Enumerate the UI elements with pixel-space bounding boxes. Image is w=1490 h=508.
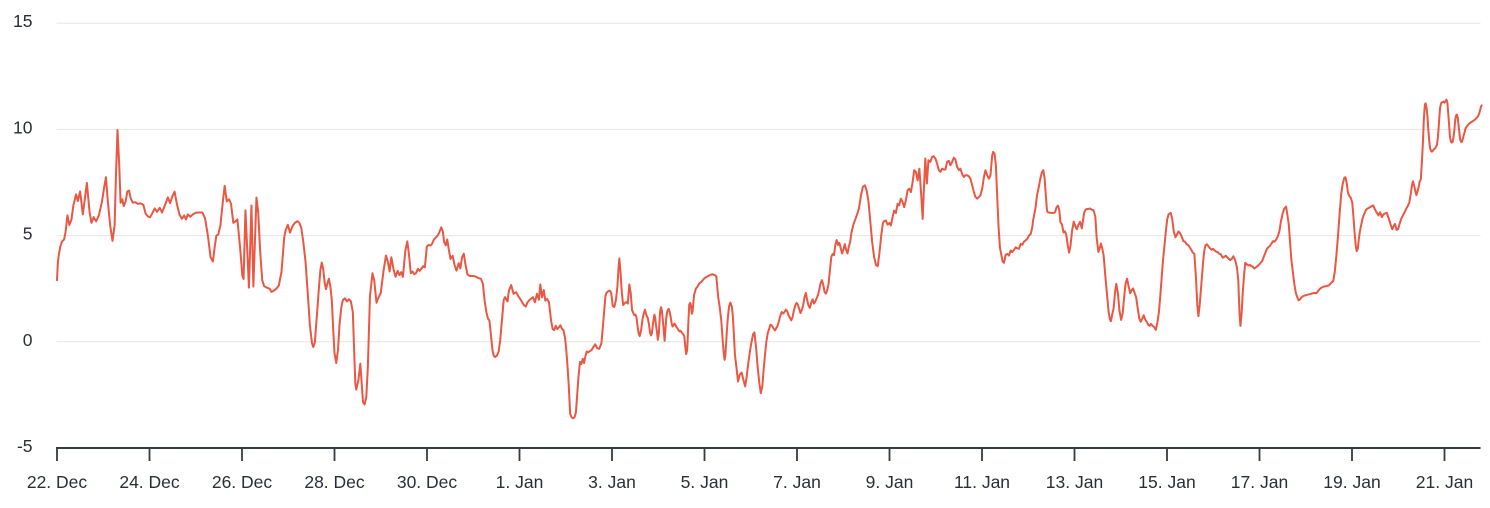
y-axis-labels: -5 0 5 10 15: [13, 11, 33, 456]
x-axis-label-9-Jan: 9. Jan: [866, 472, 914, 492]
x-axis-label-30-Dec: 30. Dec: [397, 472, 458, 492]
y-axis-label-0: 0: [23, 330, 33, 350]
temperature-line-series[interactable]: [56, 98, 1483, 420]
x-axis-ticks: [56, 448, 1446, 461]
x-axis-label-28-Dec: 28. Dec: [304, 472, 365, 492]
x-axis-label-11-Jan: 11. Jan: [954, 472, 1010, 492]
x-axis-labels: 22. Dec 24. Dec 26. Dec 28. Dec 30. Dec 1. Ja…: [27, 472, 1473, 492]
y-axis-label-15: 15: [13, 11, 32, 31]
x-axis-label-22-Dec: 22. Dec: [27, 472, 88, 492]
x-axis-label-1-Jan: 1. Jan: [496, 472, 544, 492]
x-axis-label-5-Jan: 5. Jan: [681, 472, 729, 492]
y-axis-label-10: 10: [13, 117, 33, 137]
x-axis-label-13-Jan: 13. Jan: [1046, 472, 1103, 492]
y-axis-label-5: 5: [23, 224, 33, 244]
y-axis-label--5: -5: [17, 436, 33, 456]
x-axis-label-19-Jan: 19. Jan: [1323, 472, 1380, 492]
x-axis-label-3-Jan: 3. Jan: [588, 472, 636, 492]
y-gridlines: [56, 22, 1481, 343]
x-axis-label-26-Dec: 26. Dec: [212, 472, 273, 492]
x-axis-label-7-Jan: 7. Jan: [773, 472, 821, 492]
x-axis-label-15-Jan: 15. Jan: [1138, 472, 1195, 492]
x-axis-label-17-Jan: 17. Jan: [1231, 472, 1288, 492]
x-axis-label-24-Dec: 24. Dec: [119, 472, 180, 492]
x-axis-label-21-Jan: 21. Jan: [1416, 472, 1473, 492]
